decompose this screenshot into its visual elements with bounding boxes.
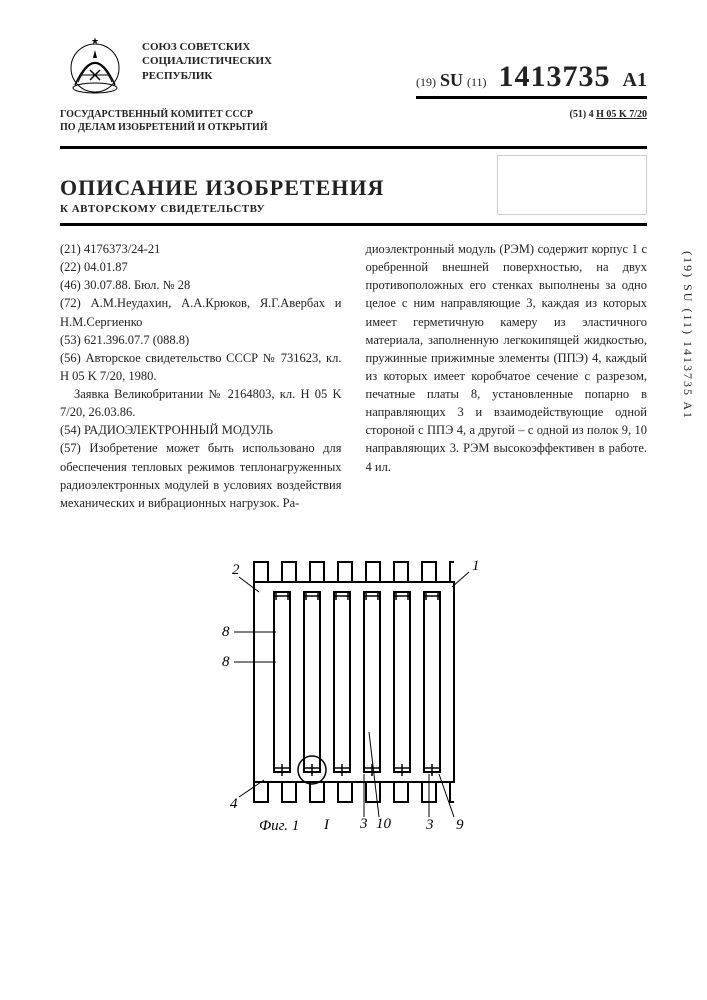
- state-emblem: ★: [60, 30, 130, 100]
- ipc-block: (51) 4 H 05 K 7/20: [569, 108, 647, 134]
- doc-subtitle: К АВТОРСКОМУ СВИДЕТЕЛЬСТВУ: [60, 203, 384, 215]
- committee-line: ГОСУДАРСТВЕННЫЙ КОМИТЕТ СССР: [60, 109, 253, 120]
- left-column: (21) 4176373/24-21 (22) 04.01.87 (46) 30…: [60, 240, 342, 512]
- fig-label-1: 1: [472, 558, 480, 574]
- right-column: диоэлектронный модуль (РЭМ) содержит кор…: [366, 240, 648, 512]
- issuer-line: РЕСПУБЛИК: [142, 70, 212, 82]
- issuer-name: СОЮЗ СОВЕТСКИХ СОЦИАЛИСТИЧЕСКИХ РЕСПУБЛИ…: [142, 30, 416, 83]
- doc-title: ОПИСАНИЕ ИЗОБРЕТЕНИЯ: [60, 175, 384, 201]
- svg-text:★: ★: [91, 36, 99, 46]
- fig-label-I: I: [323, 817, 330, 832]
- doc-number: 1413735: [491, 60, 619, 93]
- fig-label-3b: 3: [425, 817, 434, 832]
- fig-label-2: 2: [232, 562, 240, 578]
- doc-number-label: (11): [467, 75, 487, 89]
- rule: [60, 146, 647, 149]
- field-46: (46) 30.07.88. Бюл. № 28: [60, 276, 342, 294]
- committee-name: ГОСУДАРСТВЕННЫЙ КОМИТЕТ СССР ПО ДЕЛАМ ИЗ…: [60, 108, 268, 134]
- field-22: (22) 04.01.87: [60, 258, 342, 276]
- committee-line: ПО ДЕЛАМ ИЗОБРЕТЕНИЙ И ОТКРЫТИЙ: [60, 122, 268, 133]
- country-code-label: (19): [416, 75, 436, 89]
- field-54: (54) РАДИОЭЛЕКТРОННЫЙ МОДУЛЬ: [60, 421, 342, 439]
- fig-label-10: 10: [376, 816, 392, 832]
- field-57-right: диоэлектронный модуль (РЭМ) содержит кор…: [366, 240, 648, 476]
- field-56b: Заявка Великобритании № 2164803, кл. H 0…: [60, 385, 342, 421]
- issuer-line: СОЮЗ СОВЕТСКИХ: [142, 41, 250, 53]
- field-53: (53) 621.396.07.7 (088.8): [60, 331, 342, 349]
- country-code: SU: [440, 70, 463, 90]
- issuer-line: СОЦИАЛИСТИЧЕСКИХ: [142, 55, 272, 67]
- kind-code: A1: [623, 69, 647, 91]
- ipc-label: (51) 4: [569, 109, 593, 120]
- fig-label-8b: 8: [222, 654, 230, 670]
- ipc-code: H 05 K 7/20: [596, 109, 647, 120]
- fig-label-3: 3: [359, 816, 368, 832]
- field-72: (72) А.М.Неудахин, А.А.Крюков, Я.Г.Аверб…: [60, 294, 342, 330]
- figure-1: 2 1 8 8 4 10 3 3 9 I Фиг. 1: [60, 532, 647, 837]
- doc-number-block: (19) SU (11) 1413735 A1: [416, 30, 647, 99]
- field-57-left: (57) Изобретение может быть использовано…: [60, 439, 342, 512]
- field-56: (56) Авторское свидетельство СССР № 7316…: [60, 349, 342, 385]
- abstract-columns: (21) 4176373/24-21 (22) 04.01.87 (46) 30…: [60, 240, 647, 512]
- field-21: (21) 4176373/24-21: [60, 240, 342, 258]
- figure-caption: Фиг. 1: [259, 818, 299, 832]
- stamp-box: [497, 155, 647, 215]
- rule: [60, 223, 647, 226]
- fig-label-4: 4: [230, 796, 238, 812]
- side-doc-code: (19) SU (11) 1413735 A1: [680, 251, 695, 420]
- fig-label-9: 9: [456, 817, 464, 832]
- fig-label-8: 8: [222, 624, 230, 640]
